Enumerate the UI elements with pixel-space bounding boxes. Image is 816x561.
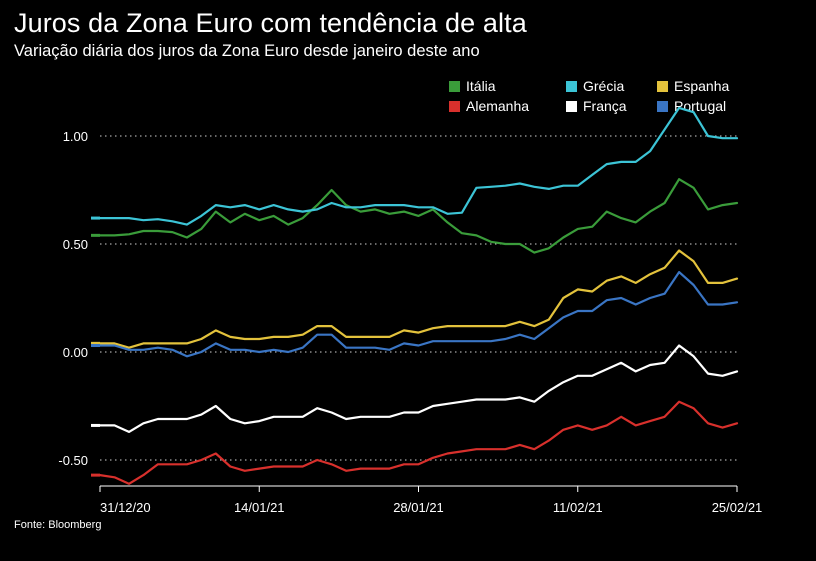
x-tick-label: 28/01/21 [393,500,444,515]
legend-label: Espanha [674,78,730,94]
legend-item-italia: Itália [449,78,496,94]
y-tick-label: 1.00 [63,129,88,144]
start-marker-alemanha [91,473,100,477]
start-marker-frança [91,423,100,427]
legend-swatch [449,100,460,112]
y-tick-label: 0.00 [63,345,88,360]
x-tick-label: 31/12/20 [100,500,151,515]
legend-swatch [657,100,668,112]
source-note: Fonte: Bloomberg [14,519,102,531]
series-line-alemanha [98,400,739,485]
legend-label: Alemanha [466,98,530,114]
legend-swatch [566,80,577,92]
legend-swatch [566,100,577,112]
legend-item-espanha: Espanha [657,78,729,94]
legend-item-grecia: Grécia [566,78,624,94]
chart-subtitle: Variação diária dos juros da Zona Euro d… [14,42,480,60]
legend-swatch [657,80,668,92]
x-tick-label: 11/02/21 [553,500,603,515]
y-tick-label: 0.50 [63,237,88,252]
legend-swatch [449,80,460,92]
start-marker-grécia [91,216,100,220]
legend-label: França [583,98,627,114]
legend-label: Grécia [583,78,625,94]
chart-title: Juros da Zona Euro com tendência de alta [14,8,527,38]
start-marker-espanha [91,341,100,345]
y-tick-label: -0.50 [58,453,88,468]
start-marker-itália [91,233,100,237]
series-line-grécia [98,106,739,226]
x-tick-label: 14/01/21 [234,500,285,515]
legend-item-franca: França [566,98,627,114]
legend-item-alemanha: Alemanha [449,98,529,114]
series-line-frança [98,344,739,433]
series-line-espanha [98,249,739,349]
x-tick-label: 25/02/21 [712,500,763,515]
series-line-itália [98,178,739,254]
start-marker-portugal [91,344,100,348]
legend-label: Itália [466,78,496,94]
series-line-portugal [98,271,739,358]
